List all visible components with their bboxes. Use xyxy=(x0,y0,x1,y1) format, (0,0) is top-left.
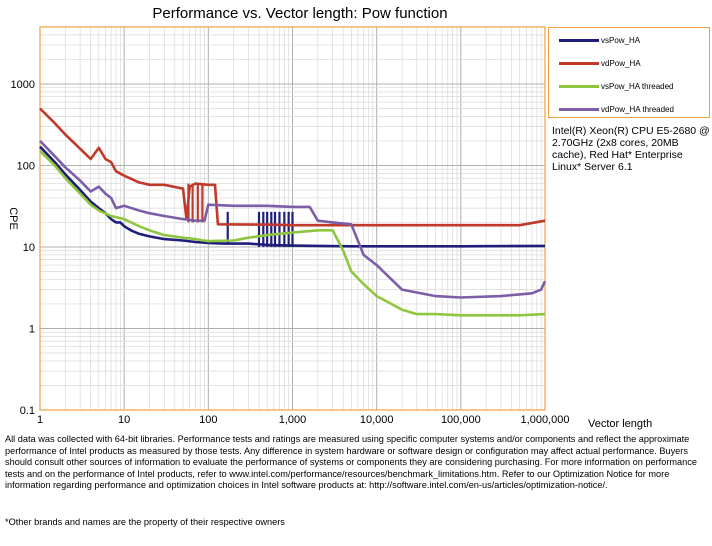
y-tick-label: 100 xyxy=(17,160,35,172)
x-tick-label: 100 xyxy=(199,414,217,426)
tick-labels: 1 10 100 1,000 10,000 100,000 1,000,0000.11101… xyxy=(11,79,570,426)
legend-swatch xyxy=(559,39,599,43)
chart: 1 10 100 1,000 10,000 100,000 1,000,0000.11101… xyxy=(7,26,652,430)
legend-swatch xyxy=(559,62,599,66)
cpu-note: Intel(R) Xeon(R) CPU E5-2680 @ 2.70GHz (… xyxy=(552,125,710,173)
y-tick-label: 10 xyxy=(23,242,35,254)
legend-item: vdPow_HA xyxy=(559,57,641,71)
y-tick-label: 0.1 xyxy=(20,405,35,417)
x-tick-label: 100,000 xyxy=(441,414,481,426)
legend-item: vdPow_HA threaded xyxy=(559,103,674,117)
legend-label: vsPow_HA threaded xyxy=(601,82,674,91)
legend-item: vsPow_HA xyxy=(559,34,640,48)
y-tick-label: 1 xyxy=(29,323,35,335)
legend-label: vdPow_HA threaded xyxy=(601,105,674,114)
y-axis-label: CPE xyxy=(7,207,19,230)
series-vspow_ha-threaded xyxy=(39,150,546,317)
x-tick-label: 1,000 xyxy=(279,414,307,426)
x-tick-label: 1,000,000 xyxy=(521,414,570,426)
legend-item: vsPow_HA threaded xyxy=(559,80,674,94)
x-axis-label: Vector length xyxy=(588,418,652,430)
disclaimer: All data was collected with 64-bit libra… xyxy=(5,434,697,490)
x-tick-label: 10,000 xyxy=(360,414,394,426)
x-tick-label: 10 xyxy=(118,414,130,426)
legend-label: vsPow_HA xyxy=(601,36,641,45)
series-vdpow_ha xyxy=(39,107,546,227)
chart-title: Performance vs. Vector length: Pow funct… xyxy=(152,5,448,22)
legend: vsPow_HA vdPow_HA vsPow_HA threaded vdPow_H… xyxy=(548,27,710,118)
series-vdpow_ha-threaded xyxy=(39,139,547,299)
series-line xyxy=(39,107,546,227)
y-tick-label: 1000 xyxy=(11,79,35,91)
footnote: *Other brands and names are the property… xyxy=(5,517,285,527)
series-line xyxy=(39,139,547,299)
legend-label: vdPow_HA xyxy=(601,59,641,68)
series-line xyxy=(39,150,546,317)
legend-swatch xyxy=(559,85,599,89)
series-layer xyxy=(39,107,547,317)
x-tick-label: 1 xyxy=(37,414,43,426)
plot-frame xyxy=(39,26,546,411)
series-line xyxy=(39,145,546,248)
series-vspow_ha xyxy=(39,145,546,248)
legend-swatch xyxy=(559,108,599,112)
